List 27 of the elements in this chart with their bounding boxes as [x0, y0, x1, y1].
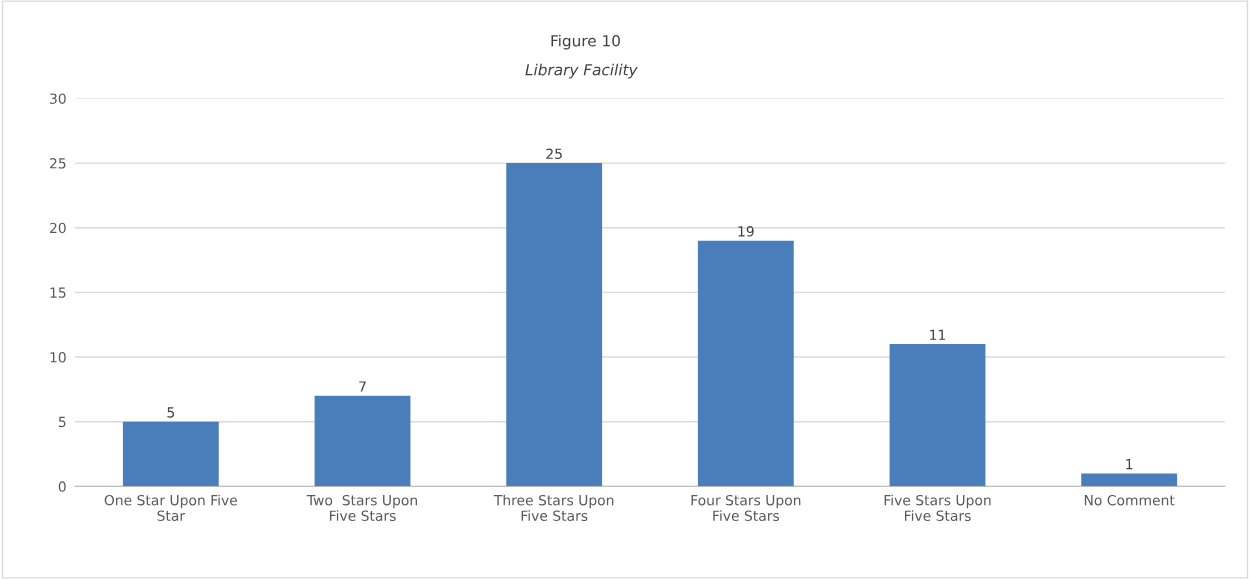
x-tick-label: One Star Upon Five Star: [104, 494, 238, 521]
bar: [697, 240, 794, 487]
chart-subtitle: Library Facility: [525, 63, 638, 79]
y-tick-label: 25: [50, 158, 66, 169]
data-label: 19: [738, 226, 754, 237]
x-tick-label: Two Stars Upon Five Stars: [306, 494, 417, 521]
y-tick-label: 15: [50, 287, 66, 298]
data-label: 5: [167, 407, 175, 418]
y-tick-label: 0: [58, 481, 66, 492]
y-tick-label: 10: [50, 352, 66, 363]
x-tick-label: Three Stars Upon Five Stars: [493, 494, 614, 521]
x-tick-label: Four Stars Upon Five Stars: [691, 494, 801, 521]
bar: [122, 421, 219, 487]
x-tick-label: Five Stars Upon Five Stars: [884, 494, 991, 521]
y-tick-label: 20: [50, 222, 66, 234]
x-tick-label: No Comment: [1084, 494, 1175, 506]
bar: [889, 344, 986, 487]
chart-title: Figure 10: [551, 34, 620, 50]
bar: [506, 163, 603, 487]
data-label: 1: [1126, 459, 1133, 470]
bar: [1081, 473, 1178, 487]
y-tick-label: 5: [58, 416, 66, 428]
data-label: 11: [930, 329, 946, 340]
data-label: 7: [359, 381, 366, 392]
data-label: 25: [546, 148, 562, 160]
bar: [314, 395, 411, 487]
y-tick-label: 30: [50, 93, 66, 104]
